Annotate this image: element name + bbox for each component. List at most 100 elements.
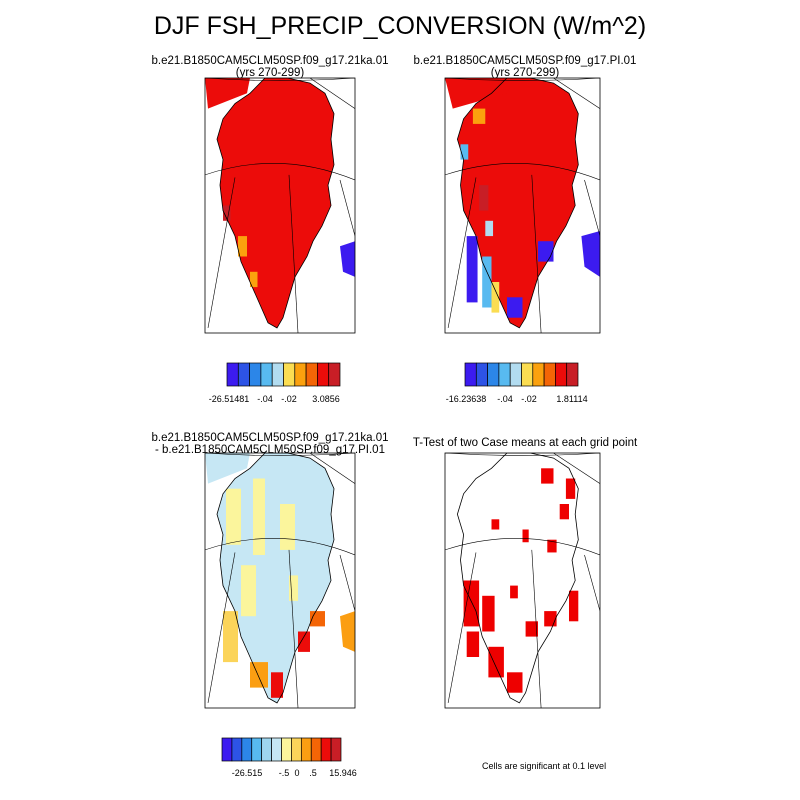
grid-cell-patch [488, 646, 504, 678]
map-panel-2 [444, 77, 601, 334]
colorbar-difference-box [261, 737, 272, 762]
cb3-label-neg05: -.5 [278, 768, 290, 778]
figure-title: DJF FSH_PRECIP_CONVERSION (W/m^2) [153, 12, 647, 40]
grid-cell-patch [491, 282, 500, 313]
grid-cell-patch [289, 575, 298, 601]
panel1-title: b.e21.B1850CAM5CLM50SP.f09_g17.21ka.01 (… [120, 55, 420, 79]
cb1-label-neg02: -.02 [281, 394, 297, 404]
colorbar-difference-box [231, 737, 243, 762]
grid-cell-patch [544, 611, 557, 627]
island-cells [445, 78, 515, 109]
coastline [216, 453, 335, 704]
grid-cell-patch [522, 529, 529, 543]
grid-cell-patch [482, 256, 492, 308]
panel3-title-line1: b.e21.B1850CAM5CLM50SP.f09_g17.21ka.01 [151, 432, 389, 444]
island-cells [205, 453, 250, 484]
colorbar-difference-box [310, 737, 322, 762]
colorbar-difference-box [300, 737, 312, 762]
longitude-line [288, 174, 299, 333]
coastline [216, 78, 335, 329]
longitude-line [447, 177, 477, 328]
grid-cell-patch [460, 144, 469, 160]
grid-cell-patch [479, 185, 489, 211]
grid-cell-patch [541, 468, 554, 484]
colorbar-case2-box [532, 362, 545, 387]
map-panel-1 [204, 77, 356, 334]
grid-cell-patch [559, 504, 569, 520]
grid-cell-patch [491, 519, 500, 530]
significance-note: Cells are significant at 0.1 level [482, 761, 607, 771]
ice-sheet-field [457, 453, 579, 703]
map-frame [444, 452, 601, 709]
longitude-line [584, 554, 600, 612]
colorbar-case1-box [226, 362, 239, 387]
colorbar-difference-box [241, 737, 253, 762]
colorbar-case2 [464, 362, 579, 387]
map-frame [204, 77, 356, 334]
grid-cell-patch [463, 580, 480, 627]
grid-cell-patch [472, 108, 486, 124]
latitude-line [445, 78, 600, 81]
cb3-label-min: -26.515 [231, 768, 263, 778]
cb2-label-neg02: -.02 [521, 394, 537, 404]
grid-cell-patch [226, 488, 241, 545]
colorbar-difference [221, 737, 342, 762]
cb3-label-zero: 0 [294, 768, 300, 778]
panel2-title-line2: (yrs 270-299) [490, 67, 560, 79]
colorbar-difference-box [330, 737, 342, 762]
ice-sheet-field [217, 453, 334, 703]
longitude-line [339, 554, 355, 612]
map-panel-4 [444, 452, 601, 709]
longitude-line [309, 453, 355, 484]
longitude-line [207, 552, 236, 703]
latitude-line [445, 453, 600, 456]
island-cells [205, 78, 250, 109]
panel4-title: T-Test of two Case means at each grid po… [375, 437, 675, 449]
colorbar-case1-box [294, 362, 307, 387]
grid-cell-patch [253, 478, 265, 555]
cb2-label-neg04: -.04 [497, 394, 513, 404]
longitude-line [584, 179, 600, 237]
grid-cell-patch [466, 631, 480, 657]
colorbar-case2-box [475, 362, 488, 387]
cb1-label-max: 3.0856 [312, 394, 340, 404]
colorbar-case2-box [487, 362, 500, 387]
colorbar-case1-box [328, 362, 341, 387]
grid-cell-patch [547, 539, 557, 553]
map-frame [444, 77, 601, 334]
grid-cell-patch [466, 236, 478, 303]
grid-cell-patch [241, 565, 256, 617]
grid-cell-patch [565, 478, 576, 499]
latitude-line [205, 538, 355, 556]
island-cells [340, 241, 355, 277]
colorbar-difference-box [251, 737, 263, 762]
panel1-title-line2: (yrs 270-299) [235, 67, 305, 79]
colorbar-case1-box [305, 362, 318, 387]
longitude-line [531, 549, 542, 708]
longitude-line [339, 179, 355, 237]
colorbar-case1-box [237, 362, 250, 387]
colorbar-case1-box [249, 362, 262, 387]
longitude-line [447, 552, 477, 703]
colorbar-case1-box [283, 362, 296, 387]
cb3-label-max: 15.946 [329, 768, 357, 778]
grid-cell-patch [298, 631, 310, 652]
panel2-title-line1: b.e21.B1850CAM5CLM50SP.f09_g17.PI.01 [413, 55, 637, 67]
grid-cell-patch [538, 241, 554, 262]
ice-sheet-field [217, 78, 334, 328]
longitude-line [531, 174, 542, 333]
coastline [456, 453, 579, 704]
grid-cell-patch [507, 672, 523, 693]
longitude-line [553, 453, 600, 484]
map-panel-3 [204, 452, 356, 709]
colorbar-case1-box [260, 362, 273, 387]
colorbar-case2-box [498, 362, 511, 387]
longitude-line [207, 177, 236, 328]
grid-cell-patch [250, 271, 258, 288]
cb2-label-max: 1.81114 [556, 394, 588, 404]
latitude-line [205, 163, 355, 181]
colorbar-difference-box [291, 737, 302, 762]
colorbar-case2-box [509, 362, 522, 387]
latitude-line [445, 163, 600, 181]
